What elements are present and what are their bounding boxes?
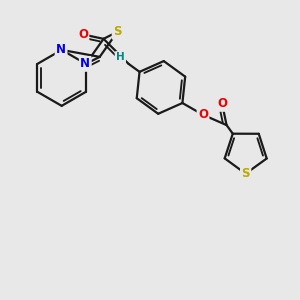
Text: O: O [198, 108, 208, 121]
Text: N: N [56, 44, 66, 56]
Text: N: N [80, 57, 90, 70]
Text: S: S [113, 26, 122, 38]
Text: H: H [116, 52, 125, 62]
Text: O: O [78, 28, 88, 41]
Text: O: O [217, 98, 227, 110]
Text: S: S [242, 167, 250, 180]
